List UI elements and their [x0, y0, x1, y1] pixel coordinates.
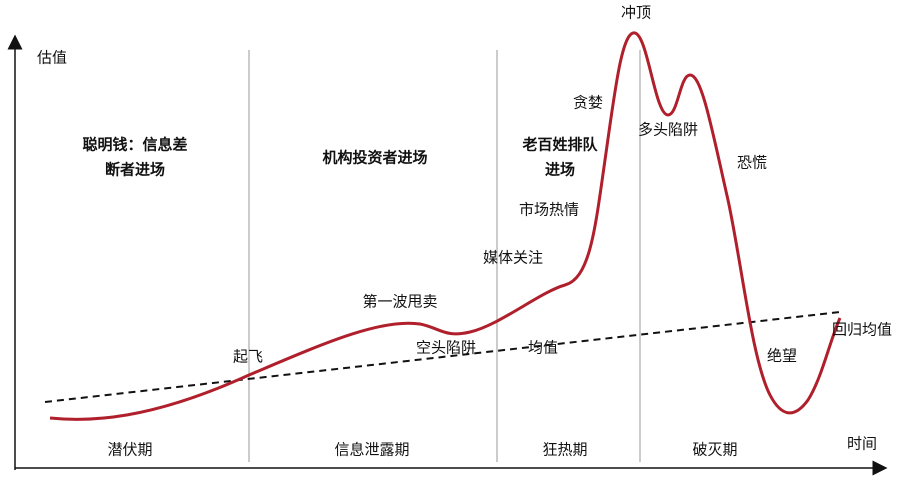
x-axis-label: 时间 — [847, 435, 877, 453]
annotation: 恐慌 — [737, 154, 767, 172]
phase: 信息泄露期 — [334, 441, 409, 459]
annotation: 市场热情 — [519, 201, 579, 219]
headers: 聪明钱：信息差 断者进场 机构投资者进场 老百姓排队 进场 — [82, 136, 598, 179]
annotation: 绝望 — [767, 347, 797, 365]
phase: 狂热期 — [542, 441, 587, 459]
header: 老百姓排队 — [521, 136, 598, 154]
phases: 潜伏期 信息泄露期 狂热期 破灭期 — [107, 441, 737, 459]
phase: 潜伏期 — [107, 441, 152, 459]
dividers — [248, 50, 641, 462]
annotation: 贪婪 — [573, 94, 603, 112]
header: 聪明钱：信息差 — [82, 136, 187, 154]
annotation: 多头陷阱 — [638, 121, 698, 139]
header: 断者进场 — [105, 161, 165, 179]
axes — [7, 34, 888, 476]
annotation: 媒体关注 — [483, 249, 543, 267]
annotation: 起飞 — [233, 348, 263, 366]
annotation: 第一波甩卖 — [362, 293, 437, 311]
header: 机构投资者进场 — [322, 149, 427, 167]
y-axis-label: 估值 — [37, 49, 67, 67]
annotations: 冲顶 贪婪 多头陷阱 恐慌 市场热情 媒体关注 第一波甩卖 空头陷阱 均值 起飞… — [233, 4, 892, 366]
annotation: 回归均值 — [832, 321, 892, 339]
annotation: 冲顶 — [621, 4, 651, 22]
annotation: 均值 — [528, 339, 558, 357]
hype-curve — [49, 31, 842, 421]
phase: 破灭期 — [692, 441, 737, 459]
annotation: 空头陷阱 — [416, 339, 476, 357]
header: 进场 — [545, 161, 575, 179]
mean-line — [44, 311, 841, 403]
